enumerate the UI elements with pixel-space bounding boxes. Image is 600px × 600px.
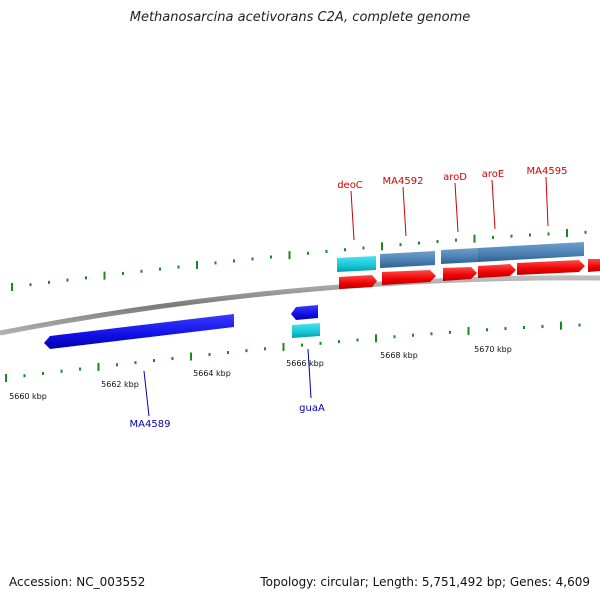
cds-feature-aroE-MA4595[interactable]	[478, 242, 584, 262]
map-title: Methanosarcina acetivorans C2A, complete…	[129, 10, 471, 25]
gc-content-ticks-inner	[5, 321, 581, 382]
reverse-gene-labels: MA4589 guaA	[130, 403, 325, 430]
reverse-label-leaders	[143, 348, 312, 417]
reverse-gene-row	[44, 305, 318, 349]
cds-feature-aroD[interactable]	[441, 248, 478, 264]
gene-arrow-aroE[interactable]	[478, 264, 516, 278]
genome-summary-text: Topology: circular; Length: 5,751,492 bp…	[260, 575, 590, 589]
gene-arrow-MA4589[interactable]	[44, 314, 234, 349]
scale-label-5662: 5662 kbp	[101, 380, 139, 389]
gene-arrow-MA4592[interactable]	[382, 270, 436, 285]
gene-arrow-next[interactable]	[588, 259, 600, 272]
gene-label-guaA[interactable]: guaA	[299, 403, 325, 414]
scale-label-5666: 5666 kbp	[286, 359, 324, 368]
gene-label-deoC[interactable]: deoC	[337, 180, 363, 191]
gene-arrow-guaA[interactable]	[291, 305, 318, 320]
gene-label-MA4592[interactable]: MA4592	[383, 176, 424, 187]
forward-gene-labels: deoC MA4592 aroD aroE MA4595	[337, 166, 567, 191]
cds-feature-MA4592[interactable]	[380, 251, 435, 268]
forward-feature-row	[337, 242, 584, 272]
scale-label-5664: 5664 kbp	[193, 369, 231, 378]
rna-feature-deoC[interactable]	[337, 256, 376, 272]
gene-label-aroE[interactable]: aroE	[482, 169, 504, 180]
gene-arrow-MA4595[interactable]	[517, 260, 585, 275]
gene-arrow-aroD[interactable]	[443, 267, 477, 281]
gene-arrow-deoC[interactable]	[339, 275, 377, 289]
rna-feature-guaA[interactable]	[292, 323, 320, 338]
scale-label-5668: 5668 kbp	[380, 351, 418, 360]
gene-label-MA4595[interactable]: MA4595	[527, 166, 568, 177]
scale-label-5670: 5670 kbp	[474, 345, 512, 354]
scale-label-5660: 5660 kbp	[9, 392, 47, 401]
scale-labels: 5660 kbp 5662 kbp 5664 kbp 5666 kbp 5668…	[9, 345, 512, 401]
gene-label-MA4589[interactable]: MA4589	[130, 419, 171, 430]
genome-backbone	[0, 275, 600, 336]
gene-label-aroD[interactable]: aroD	[443, 172, 467, 183]
accession-text: Accession: NC_003552	[9, 575, 146, 589]
gc-content-ticks-outer	[11, 229, 587, 291]
forward-label-leaders	[350, 176, 549, 241]
forward-gene-row	[339, 259, 600, 289]
